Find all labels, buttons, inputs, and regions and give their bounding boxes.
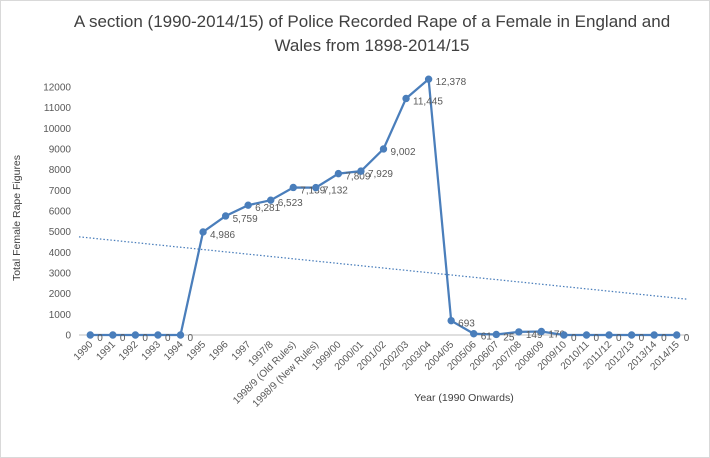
data-label: 4,986 [210,230,235,241]
data-label: 0 [142,333,148,344]
marker [312,183,320,192]
data-label: 6,523 [278,198,303,209]
marker [650,331,658,339]
data-label: 12,378 [436,77,467,88]
y-tick-label: 4000 [49,248,72,259]
marker [199,228,207,236]
marker [154,331,162,339]
marker [244,201,252,209]
y-tick-label: 2000 [49,289,72,300]
data-label: 0 [165,333,171,344]
y-tick-label: 8000 [49,165,72,176]
y-tick-label: 7000 [49,186,72,197]
trendline [78,236,689,300]
y-tick-label: 11000 [44,103,72,114]
data-label: 0 [571,333,577,344]
marker [267,196,275,204]
marker [379,145,388,153]
data-label: 61 [481,332,493,343]
data-label: 6,281 [255,203,280,214]
chart-title: A section (1990-2014/15) of Police Recor… [74,12,670,31]
data-label: 11,445 [413,96,443,107]
data-label: 7,132 [323,186,348,197]
marker [289,183,297,192]
data-label: 0 [661,333,667,344]
marker [86,331,94,339]
marker [673,331,681,339]
data-label: 7,929 [368,169,393,180]
data-label: 5,759 [233,214,258,225]
marker [470,330,478,338]
y-tick-label: 9000 [49,145,72,156]
marker [627,331,636,339]
data-label: 693 [458,319,475,330]
data-label: 170 [548,329,565,340]
marker [537,327,546,336]
marker [582,331,591,339]
marker [176,331,185,339]
data-label: 25 [503,332,515,343]
marker [492,330,500,339]
y-tick-label: 5000 [49,227,72,238]
data-label: 0 [188,333,194,344]
marker [334,169,343,178]
data-label: 0 [120,333,126,344]
data-label: 0 [616,333,622,344]
data-label: 149 [526,330,543,341]
marker [357,167,365,175]
data-label: 0 [639,333,645,344]
y-tick-label: 6000 [49,207,72,218]
marker [109,331,117,339]
data-label: 0 [97,333,103,344]
marker [447,316,455,325]
y-tick-label: 10000 [43,124,71,135]
marker [131,331,140,339]
data-label: 7,809 [345,172,370,183]
data-label: 9,002 [391,147,416,158]
marker [605,331,613,339]
chart-title: Wales from 1898-2014/15 [275,36,470,55]
y-tick-label: 3000 [49,269,72,280]
y-tick-label: 12000 [43,83,71,94]
marker [402,94,410,103]
marker [221,212,230,220]
marker [515,328,523,336]
x-axis-title: Year (1990 Onwards) [414,392,513,404]
marker [560,331,568,339]
y-tick-label: 1000 [49,310,72,321]
y-tick-label: 0 [65,331,71,342]
marker [424,75,433,83]
data-label: 0 [594,333,600,344]
data-label: 0 [684,333,690,344]
data-label: 7,139 [300,185,325,196]
y-axis-title: Total Female Rape Figures [11,155,23,281]
